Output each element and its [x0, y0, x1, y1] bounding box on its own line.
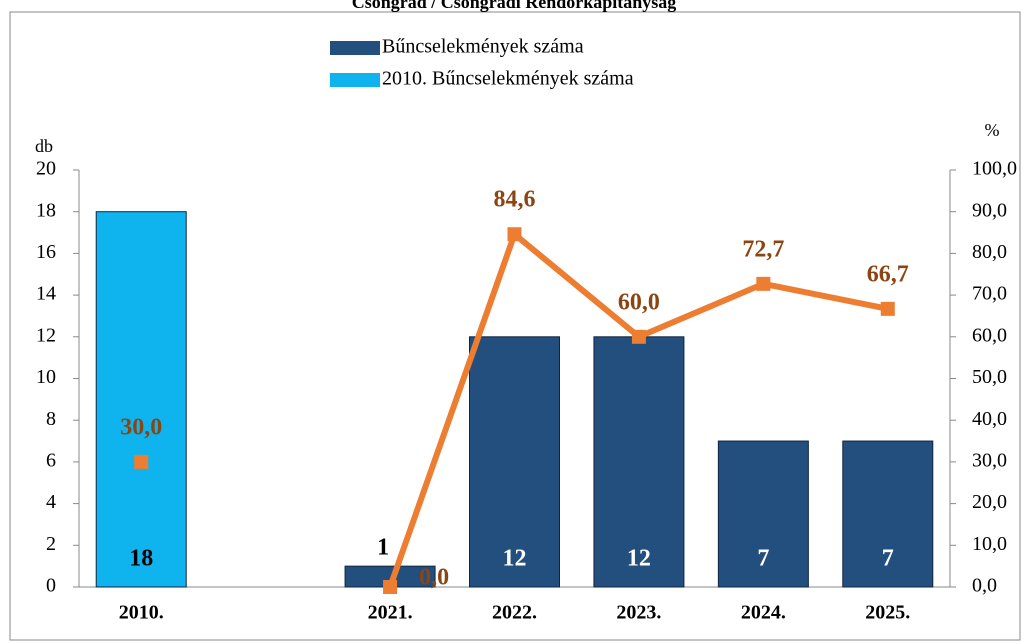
bar: [717, 440, 809, 588]
legend-label: 2010. Bűncselekmények száma: [382, 68, 634, 90]
x-tick-label: 2010.: [119, 602, 164, 624]
x-tick-label: 2021.: [368, 602, 413, 624]
y-tick-label: 4: [46, 491, 56, 513]
y-tick-label: 2: [46, 533, 56, 555]
y2-tick-label: 40,0: [972, 408, 1007, 430]
x-tick-label: 2024.: [741, 602, 786, 624]
y2-tick-label: 60,0: [972, 324, 1007, 346]
y2-tick-label: 30,0: [972, 449, 1007, 471]
bar-value-label: 7: [757, 546, 769, 572]
x-tick-label: 2022.: [492, 602, 537, 624]
bar-value-label: 12: [627, 546, 651, 572]
y2-tick-label: 80,0: [972, 241, 1007, 263]
line-marker: [383, 580, 398, 594]
bar-value-label: 12: [503, 546, 527, 572]
y2-axis-label: %: [985, 120, 1000, 140]
legend-swatch: [330, 73, 380, 87]
line-marker: [631, 329, 646, 344]
y2-tick-label: 70,0: [972, 283, 1007, 305]
bar: [842, 440, 934, 588]
x-tick-label: 2023.: [616, 602, 661, 624]
y-tick-label: 12: [36, 324, 56, 346]
bar: [469, 336, 560, 588]
y-tick-label: 20: [36, 158, 56, 180]
line-value-label: 72,7: [742, 236, 784, 262]
line-value-label: 66,7: [867, 261, 909, 287]
y2-tick-label: 0,0: [972, 575, 997, 597]
line-value-label: 84,6: [494, 187, 536, 213]
legend-swatch: [330, 41, 380, 55]
y2-tick-label: 50,0: [972, 366, 1007, 388]
y-axis-label: db: [35, 136, 53, 156]
x-tick-label: 2025.: [865, 602, 910, 624]
chart-title: Csongrád / Csongrádi Rendőrkapitányság: [352, 0, 677, 12]
line-marker: [880, 301, 895, 316]
y-tick-label: 6: [46, 449, 56, 471]
y-tick-label: 10: [36, 366, 56, 388]
y-tick-label: 0: [46, 575, 56, 597]
y-tick-label: 18: [36, 199, 56, 221]
bar: [95, 211, 187, 588]
line-value-label: 0,0: [419, 565, 449, 591]
bar-value-label: 1: [377, 535, 389, 561]
y2-tick-label: 90,0: [972, 199, 1007, 221]
line-value-label: 60,0: [618, 289, 660, 315]
legend-label: Bűncselekmények száma: [382, 36, 584, 58]
y-tick-label: 8: [46, 408, 56, 430]
bar: [593, 336, 685, 588]
bar-value-label: 7: [882, 546, 894, 572]
line-marker: [756, 276, 771, 291]
y-tick-label: 14: [36, 283, 56, 305]
line-value-label: 30,0: [120, 414, 162, 440]
y2-tick-label: 20,0: [972, 491, 1007, 513]
y2-tick-label: 100,0: [972, 158, 1017, 180]
bar-value-label: 18: [129, 546, 153, 572]
line-marker: [507, 227, 522, 242]
line-marker: [134, 454, 149, 469]
y2-tick-label: 10,0: [972, 533, 1007, 555]
y-tick-label: 16: [36, 241, 56, 263]
